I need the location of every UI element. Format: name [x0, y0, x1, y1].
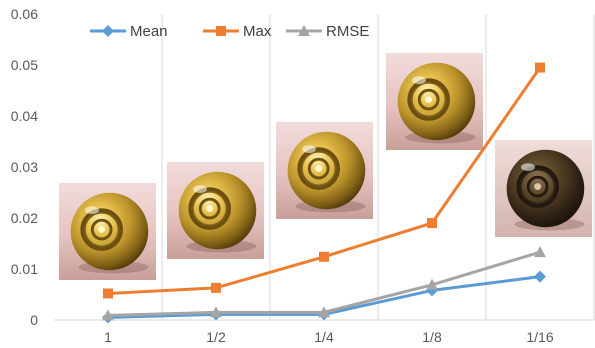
rendered-sphere-thumbnails [59, 53, 592, 280]
rmse-series [102, 246, 546, 321]
y-tick-label: 0 [30, 312, 38, 328]
mean-data-point [534, 270, 546, 283]
y-tick-label: 0.04 [11, 108, 38, 124]
max-data-point [103, 288, 113, 299]
data-series [102, 62, 546, 324]
max-data-point [427, 218, 437, 229]
y-axis-tick-labels: 0 0.01 0.02 0.03 0.04 0.05 0.06 [11, 6, 38, 328]
legend-item-mean: Mean [90, 23, 168, 40]
y-tick-label: 0.06 [11, 6, 38, 22]
gold-sphere-thumbnail [167, 162, 264, 259]
legend-item-rmse: RMSE [286, 23, 369, 40]
x-tick-label: 1/16 [526, 329, 553, 345]
x-tick-label: 1/2 [206, 329, 226, 345]
gold-sphere-thumbnail [276, 122, 373, 219]
y-tick-label: 0.01 [11, 261, 38, 277]
legend-label: Max [243, 23, 272, 40]
gold-sphere-thumbnail [59, 183, 156, 280]
rmse-data-point [318, 306, 330, 318]
y-tick-label: 0.02 [11, 210, 38, 226]
rmse-data-point [102, 309, 114, 321]
legend-marker [298, 25, 310, 36]
max-data-point [535, 62, 545, 73]
x-tick-label: 1/8 [422, 329, 442, 345]
rmse-data-point [426, 278, 438, 290]
dark-sphere-thumbnail [495, 140, 592, 237]
legend-label: Mean [130, 23, 168, 40]
y-tick-label: 0.05 [11, 57, 38, 73]
x-axis-tick-labels: 1 1/2 1/4 1/8 1/16 [104, 329, 554, 345]
legend: Mean Max RMSE [90, 23, 369, 40]
legend-item-max: Max [203, 23, 272, 40]
legend-marker [216, 26, 226, 36]
gold-sphere-thumbnail [386, 53, 483, 150]
x-tick-label: 1/4 [314, 329, 334, 345]
max-data-point [211, 282, 221, 293]
max-series [103, 62, 545, 299]
legend-marker [102, 25, 114, 37]
max-data-point [319, 251, 329, 262]
y-tick-label: 0.03 [11, 159, 38, 175]
x-tick-label: 1 [104, 329, 112, 345]
legend-label: RMSE [326, 23, 369, 40]
rmse-data-point [534, 246, 546, 258]
rmse-data-point [210, 306, 222, 318]
